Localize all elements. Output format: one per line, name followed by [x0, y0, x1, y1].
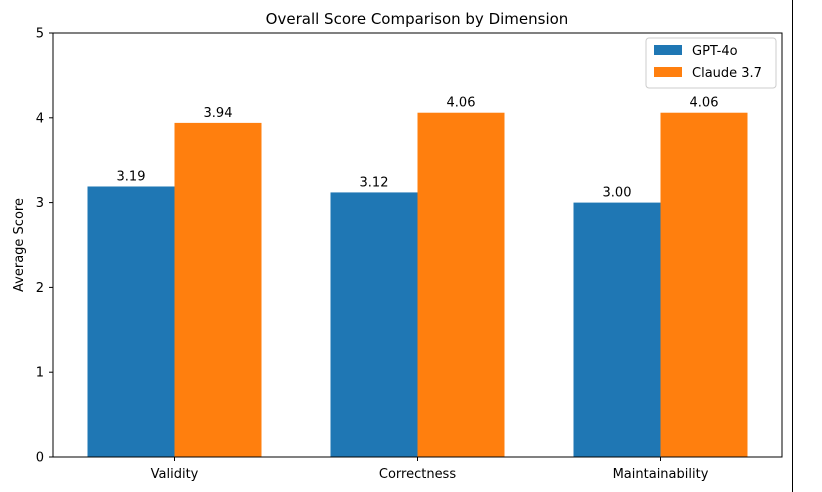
y-tick-label: 0: [36, 451, 44, 466]
bars-group: 3.19 3.94 3.12 4.06 3.00 4.06: [87, 96, 748, 457]
bar: [660, 112, 748, 457]
legend-label: GPT-4o: [692, 44, 738, 59]
legend-label: Claude 3.7: [692, 66, 762, 81]
data-label: 3.19: [117, 169, 146, 184]
y-tick-label: 3: [36, 196, 44, 211]
data-label: 3.94: [204, 106, 233, 121]
legend-swatch: [654, 45, 682, 55]
legend: GPT-4o Claude 3.7: [645, 37, 777, 89]
bar: [573, 202, 661, 457]
chart-title: Overall Score Comparison by Dimension: [266, 10, 569, 28]
axes-group: Validity Correctness Maintainability 0 1 2 3 4 5: [36, 27, 783, 482]
bar: [417, 112, 505, 457]
data-label: 3.12: [360, 175, 389, 190]
y-tick-label: 2: [36, 281, 44, 296]
plot-frame: [52, 32, 783, 458]
y-tick-label: 5: [36, 27, 44, 42]
bar: [330, 192, 418, 457]
data-label: 4.06: [447, 96, 476, 111]
y-axis-label: Average Score: [12, 198, 27, 292]
x-tick-label: Maintainability: [613, 467, 709, 482]
y-tick-label: 4: [36, 111, 44, 126]
data-label: 3.00: [603, 186, 632, 201]
legend-swatch: [654, 67, 682, 77]
right-edge-line: [792, 0, 793, 492]
y-tick-label: 1: [36, 366, 44, 381]
data-label: 4.06: [690, 96, 719, 111]
x-tick-label: Validity: [151, 467, 199, 482]
bar: [87, 186, 175, 457]
x-tick-label: Correctness: [379, 467, 456, 482]
bar: [174, 122, 262, 457]
